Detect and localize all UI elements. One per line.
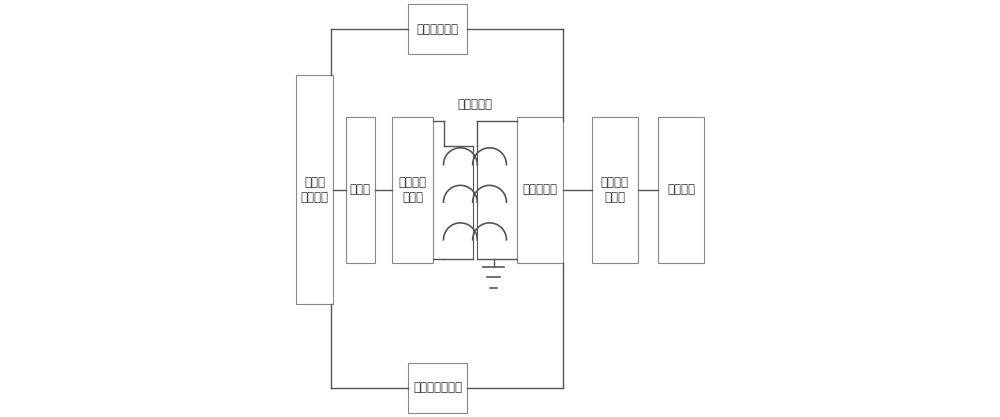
- Text: 励磁变压器: 励磁变压器: [457, 98, 492, 111]
- FancyBboxPatch shape: [408, 4, 467, 54]
- FancyBboxPatch shape: [408, 363, 467, 413]
- Text: 可调电抗器: 可调电抗器: [522, 183, 557, 196]
- Text: 高压低通
滤波器: 高压低通 滤波器: [601, 176, 629, 204]
- Text: 电感量调节模块: 电感量调节模块: [413, 381, 462, 394]
- FancyBboxPatch shape: [346, 117, 375, 263]
- Text: 调压器: 调压器: [350, 183, 371, 196]
- FancyBboxPatch shape: [592, 117, 638, 263]
- FancyBboxPatch shape: [296, 75, 333, 304]
- FancyBboxPatch shape: [658, 117, 704, 263]
- FancyBboxPatch shape: [517, 117, 563, 263]
- Text: 转速采集模块: 转速采集模块: [416, 23, 458, 36]
- Text: 被测试品: 被测试品: [667, 183, 695, 196]
- Text: 低压低通
滤波器: 低压低通 滤波器: [398, 176, 426, 204]
- Text: 控制与
测量模块: 控制与 测量模块: [300, 176, 328, 204]
- FancyBboxPatch shape: [392, 117, 433, 263]
